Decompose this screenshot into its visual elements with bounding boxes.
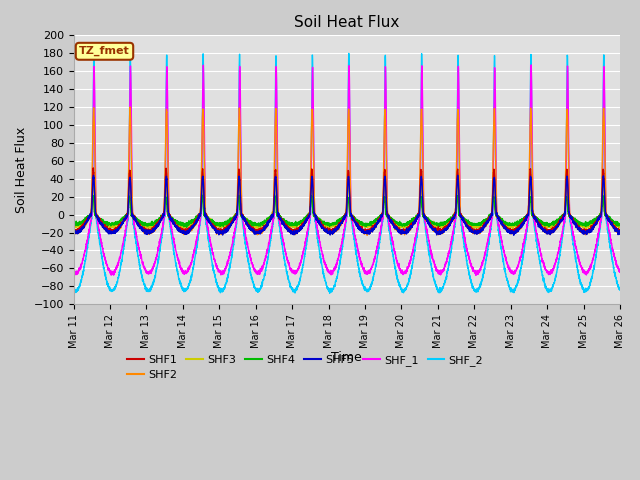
SHF4 (616, 222, 624, 228)
SHF_1 (168, 227, 175, 232)
Line: SHF_1: SHF_1 (74, 65, 620, 275)
SHF4 (500, 219, 508, 225)
SHF1 (326, 227, 334, 232)
SHF4 (70, 221, 77, 227)
SHF5 (616, 228, 624, 234)
SHF3 (216, 226, 224, 231)
SHF1 (439, 227, 447, 233)
SHF3 (439, 223, 447, 228)
SHF3 (470, 223, 477, 229)
SHF5 (326, 228, 334, 233)
SHF_2 (500, 267, 508, 273)
SHF_1 (527, 62, 535, 68)
SHF3 (616, 222, 623, 228)
Line: SHF1: SHF1 (74, 168, 620, 234)
SHF_2 (326, 287, 334, 293)
SHF_2 (168, 236, 175, 242)
SHF_1 (326, 271, 334, 276)
SHF_1 (70, 269, 77, 275)
Line: SHF_2: SHF_2 (74, 53, 620, 293)
SHF2 (500, 224, 508, 229)
SHF_1 (500, 249, 508, 254)
SHF_1 (616, 269, 624, 275)
SHF5 (616, 229, 623, 235)
SHF_2 (326, 290, 333, 296)
SHF2 (326, 229, 334, 235)
SHF5 (469, 228, 477, 234)
SHF_2 (616, 285, 623, 290)
SHF1 (616, 228, 624, 234)
Legend: SHF1, SHF2, SHF3, SHF4, SHF5, SHF_1, SHF_2: SHF1, SHF2, SHF3, SHF4, SHF5, SHF_1, SHF… (123, 350, 488, 385)
SHF5 (168, 218, 175, 224)
SHF2 (616, 230, 624, 236)
SHF2 (168, 216, 176, 222)
SHF5 (454, 172, 461, 178)
SHF_2 (616, 287, 624, 293)
SHF1 (70, 227, 77, 232)
SHF5 (70, 229, 77, 235)
SHF4 (439, 222, 447, 228)
SHF2 (616, 230, 623, 236)
SHF4 (183, 225, 191, 230)
SHF3 (327, 224, 335, 230)
SHF5 (510, 232, 518, 238)
SHF_1 (616, 269, 623, 275)
SHF5 (439, 228, 447, 234)
SHF3 (70, 223, 77, 229)
Line: SHF5: SHF5 (74, 175, 620, 235)
SHF_1 (439, 269, 447, 275)
SHF1 (168, 216, 176, 222)
SHF1 (399, 231, 406, 237)
Text: TZ_fmet: TZ_fmet (79, 46, 130, 57)
Y-axis label: Soil Heat Flux: Soil Heat Flux (15, 127, 28, 213)
SHF4 (470, 222, 477, 228)
SHF4 (327, 222, 335, 228)
SHF_2 (439, 284, 447, 289)
Line: SHF2: SHF2 (74, 107, 620, 235)
SHF_1 (472, 272, 479, 278)
SHF2 (70, 228, 77, 234)
Title: Soil Heat Flux: Soil Heat Flux (294, 15, 399, 30)
SHF2 (364, 232, 371, 238)
SHF_1 (469, 265, 477, 271)
SHF1 (500, 222, 508, 228)
SHF5 (500, 225, 508, 230)
X-axis label: Time: Time (332, 351, 362, 364)
SHF2 (126, 104, 134, 110)
SHF3 (616, 225, 624, 230)
Line: SHF4: SHF4 (74, 195, 620, 228)
SHF3 (168, 216, 175, 222)
SHF4 (198, 192, 206, 198)
SHF_2 (470, 286, 477, 291)
SHF2 (439, 229, 447, 235)
SHF4 (168, 216, 175, 222)
SHF_2 (345, 50, 353, 56)
SHF3 (235, 179, 243, 184)
SHF_2 (70, 286, 77, 292)
SHF1 (470, 227, 477, 232)
SHF1 (616, 228, 623, 234)
SHF3 (500, 222, 508, 228)
Line: SHF3: SHF3 (74, 181, 620, 228)
SHF4 (616, 221, 623, 227)
SHF1 (90, 165, 97, 171)
SHF2 (470, 229, 477, 235)
